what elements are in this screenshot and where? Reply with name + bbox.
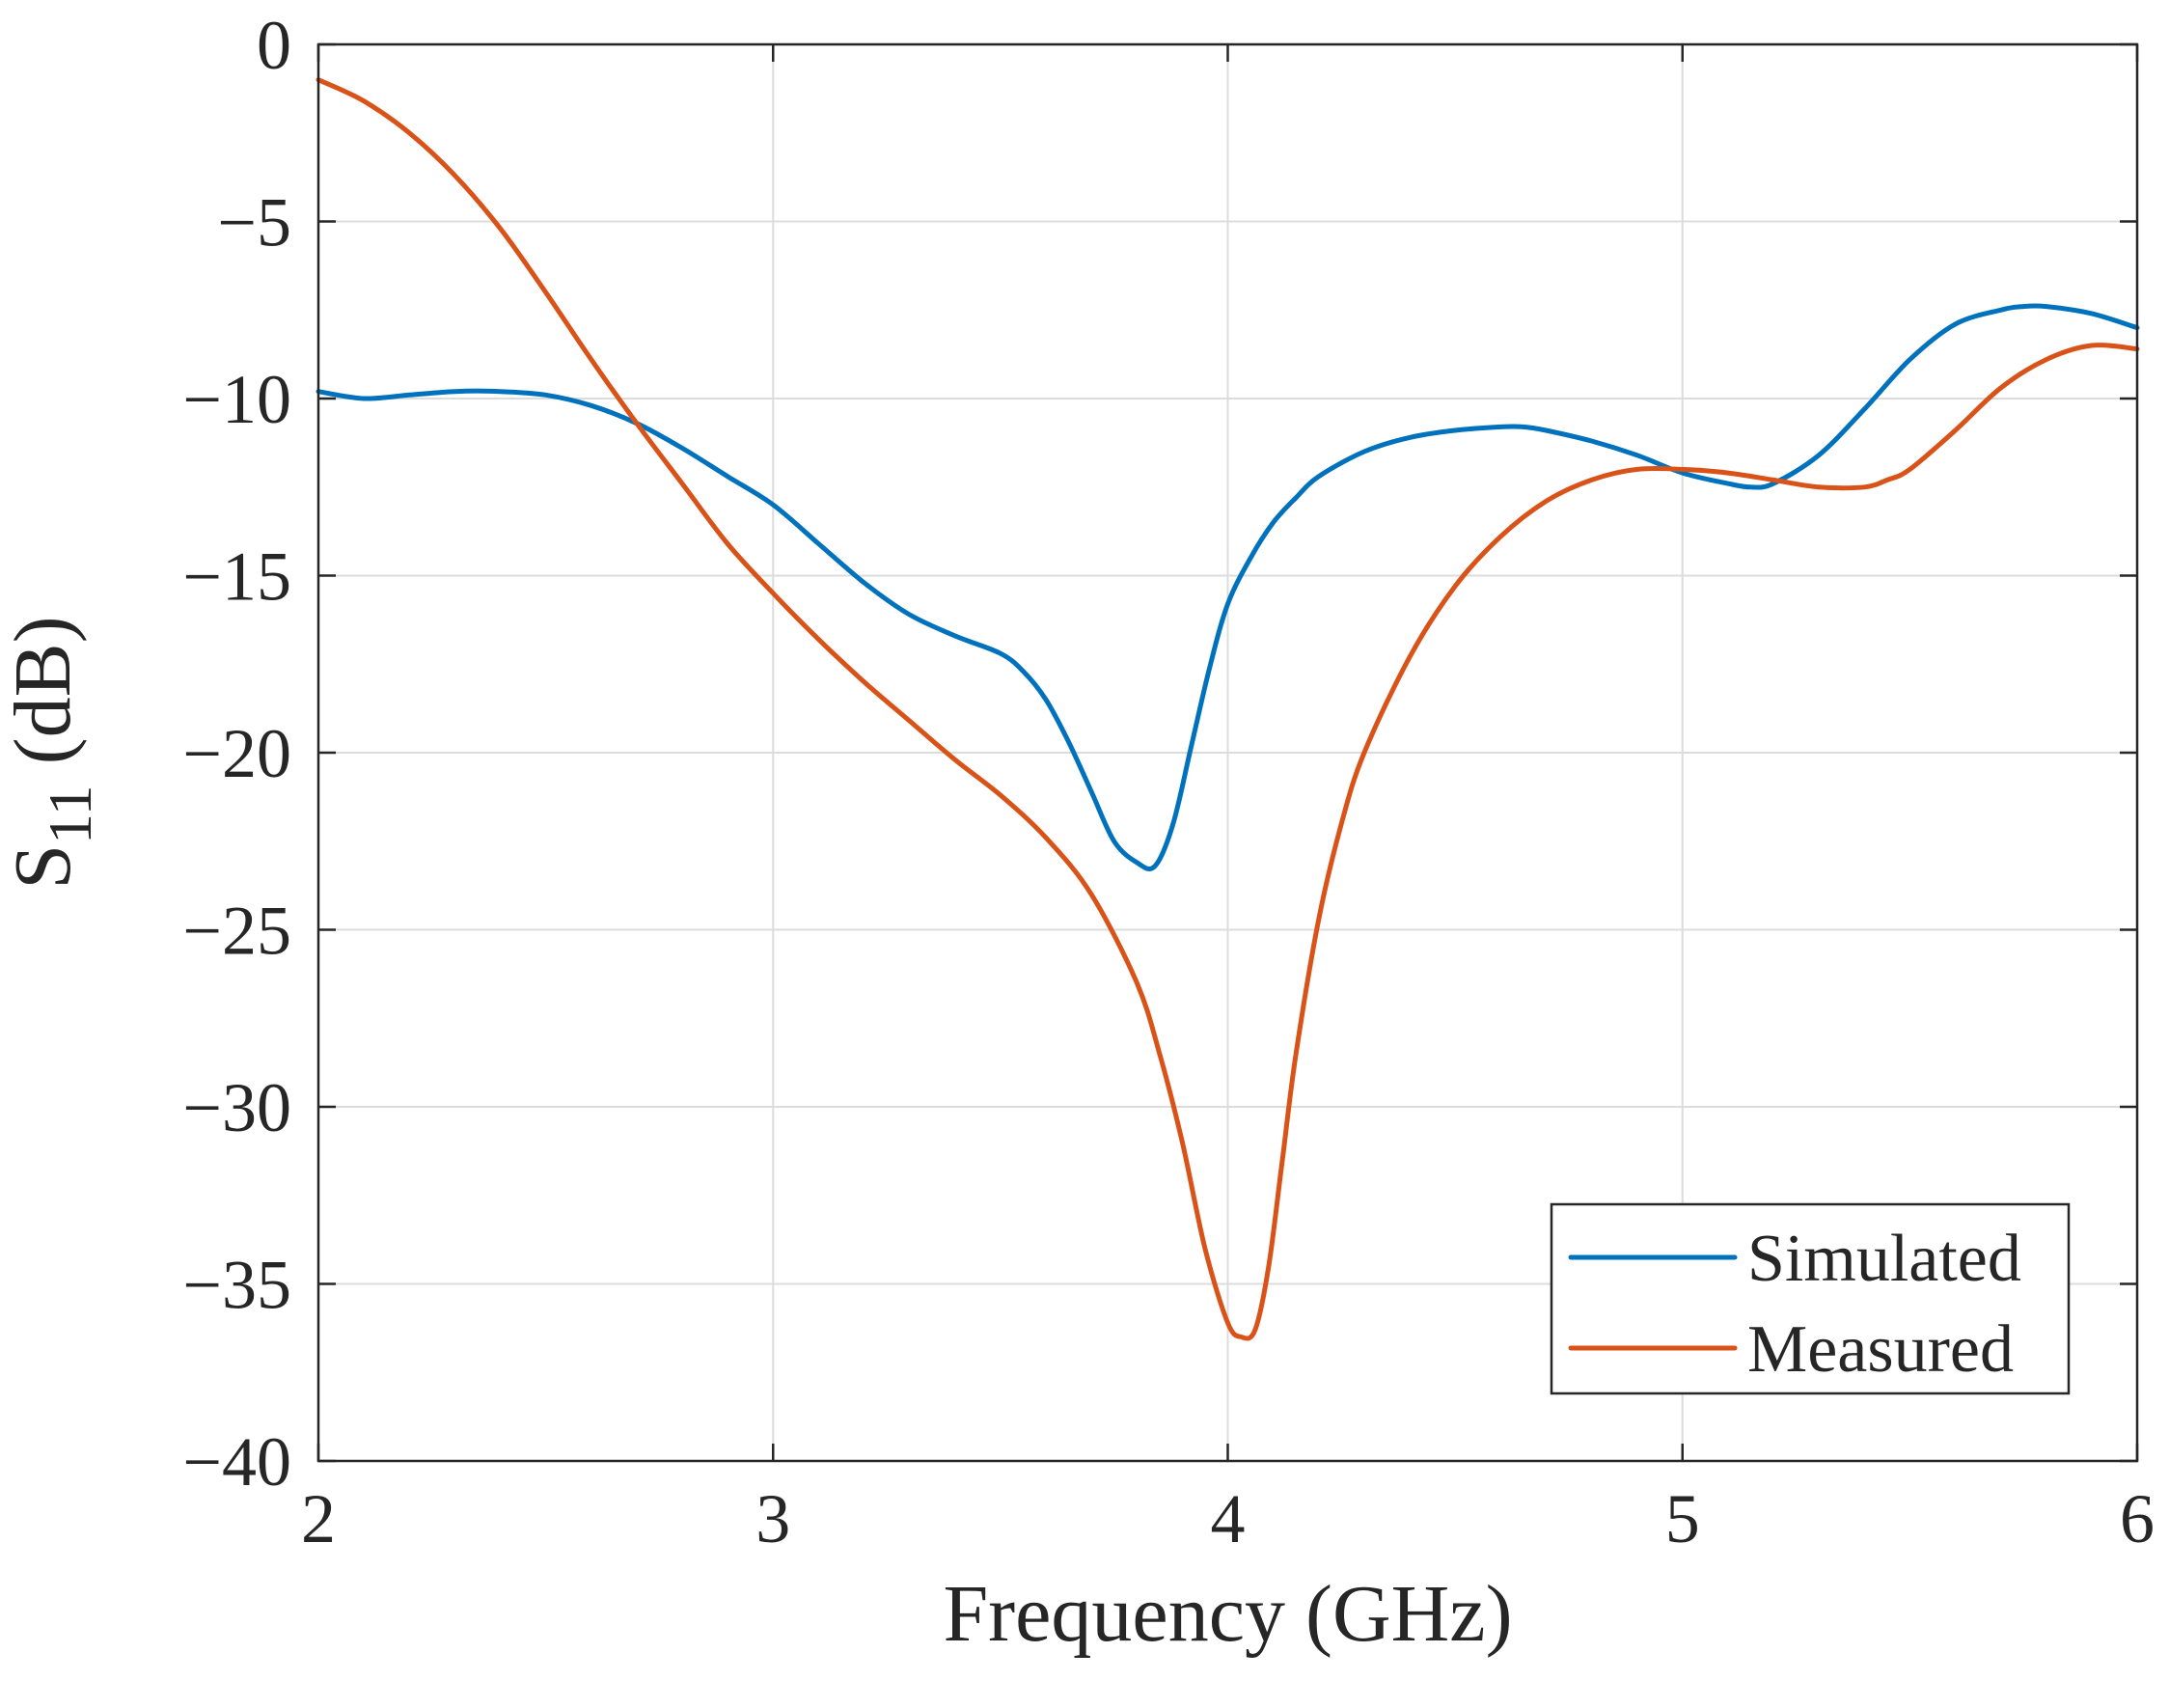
legend-label-simulated: Simulated — [1747, 1222, 2021, 1296]
legend: Simulated Measured — [1550, 1202, 2071, 1395]
y-axis-label: S11 (dB) — [0, 616, 104, 889]
x-tick-label: 4 — [1211, 1480, 1246, 1557]
y-tick-label: −35 — [182, 1247, 291, 1324]
y-tick-label: −20 — [182, 715, 291, 792]
series-line-measured — [316, 77, 2140, 1341]
y-axis-label-unit: (dB) — [0, 616, 88, 785]
y-tick-label: 0 — [257, 7, 291, 84]
legend-box — [1550, 1202, 2071, 1395]
x-tick-label: 2 — [301, 1480, 336, 1557]
y-axis-label-main: S — [0, 844, 88, 890]
axis-ticks — [316, 42, 2139, 1463]
y-tick-label: −25 — [182, 893, 291, 970]
x-tick-label: 5 — [1665, 1480, 1700, 1557]
legend-label-measured: Measured — [1747, 1312, 2014, 1387]
y-tick-label: −5 — [217, 184, 291, 262]
y-tick-label: −40 — [182, 1423, 291, 1501]
tick-labels: 2 3 4 5 6 0 −5 −10 −15 −20 −25 −30 −35 −40 — [182, 7, 2155, 1557]
y-tick-label: −10 — [182, 361, 291, 438]
x-tick-label: 6 — [2120, 1480, 2155, 1557]
y-tick-label: −15 — [182, 538, 291, 616]
x-tick-label: 3 — [755, 1480, 790, 1557]
plot-series — [316, 77, 2140, 1341]
y-tick-label: −30 — [182, 1069, 291, 1146]
series-line-simulated — [316, 303, 2140, 871]
x-axis-label: Frequency (GHz) — [943, 1569, 1512, 1659]
y-axis-label-subscript: 11 — [36, 785, 104, 844]
